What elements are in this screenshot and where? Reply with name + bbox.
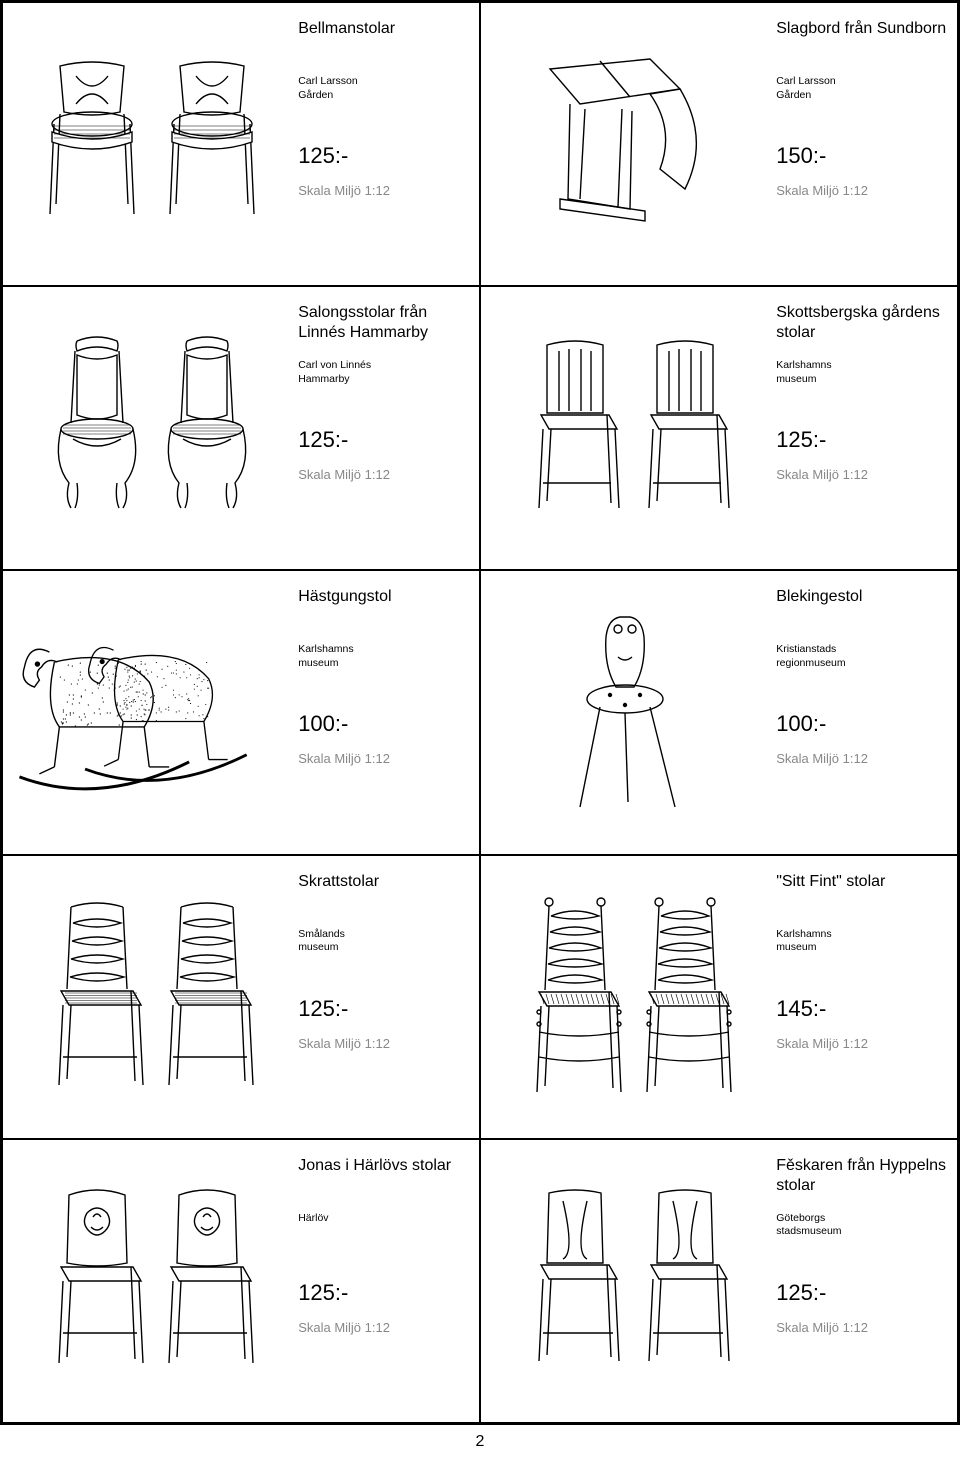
- item-scale: Skala Miljö 1:12: [298, 467, 469, 482]
- item-title: Jonas i Härlövs stolar: [298, 1156, 469, 1198]
- catalog-cell: Blekingestol Kristianstadsregionmuseum 1…: [480, 570, 958, 854]
- item-title: Skrattstolar: [298, 872, 469, 914]
- item-scale: Skala Miljö 1:12: [298, 183, 469, 198]
- catalog-cell: Skottsbergska gårdens stolar Karlshamnsm…: [480, 286, 958, 570]
- item-title: Hästgungstol: [298, 587, 469, 629]
- page-number: 2: [0, 1425, 960, 1455]
- item-price: 125:-: [298, 996, 469, 1022]
- item-scale: Skala Miljö 1:12: [776, 751, 947, 766]
- item-source: Carl von LinnésHammarby: [298, 359, 469, 389]
- item-source: Carl LarssonGården: [776, 75, 947, 105]
- item-illustration: [9, 583, 294, 841]
- item-source: Kristianstadsregionmuseum: [776, 643, 947, 673]
- item-illustration: [9, 299, 294, 557]
- item-illustration: [487, 1152, 772, 1410]
- catalog-cell: Slagbord från Sundborn Carl LarssonGårde…: [480, 2, 958, 286]
- item-scale: Skala Miljö 1:12: [298, 1320, 469, 1335]
- item-price: 125:-: [298, 1280, 469, 1306]
- catalog-cell: Fěskaren från Hyppelns stolar Göteborgss…: [480, 1139, 958, 1423]
- item-source: Carl LarssonGården: [298, 75, 469, 105]
- item-info: Bellmanstolar Carl LarssonGården 125:- S…: [294, 15, 469, 273]
- item-title: Salongsstolar från Linnés Hammarby: [298, 303, 469, 345]
- item-info: Skrattstolar Smålandsmuseum 125:- Skala …: [294, 868, 469, 1126]
- item-source: Härlöv: [298, 1212, 469, 1242]
- item-info: "Sitt Fint" stolar Karlshamnsmuseum 145:…: [772, 868, 947, 1126]
- item-info: Slagbord från Sundborn Carl LarssonGårde…: [772, 15, 947, 273]
- item-source: Karlshamnsmuseum: [776, 359, 947, 389]
- item-source: Göteborgsstadsmuseum: [776, 1212, 947, 1242]
- item-price: 145:-: [776, 996, 947, 1022]
- item-price: 100:-: [776, 711, 947, 737]
- item-title: "Sitt Fint" stolar: [776, 872, 947, 914]
- item-price: 100:-: [298, 711, 469, 737]
- item-title: Slagbord från Sundborn: [776, 19, 947, 61]
- catalog-cell: Salongsstolar från Linnés Hammarby Carl …: [2, 286, 480, 570]
- item-source: Karlshamnsmuseum: [776, 928, 947, 958]
- item-title: Bellmanstolar: [298, 19, 469, 61]
- item-illustration: [487, 868, 772, 1126]
- item-source: Smålandsmuseum: [298, 928, 469, 958]
- catalog-cell: "Sitt Fint" stolar Karlshamnsmuseum 145:…: [480, 855, 958, 1139]
- item-scale: Skala Miljö 1:12: [298, 751, 469, 766]
- item-scale: Skala Miljö 1:12: [776, 1320, 947, 1335]
- item-scale: Skala Miljö 1:12: [776, 1036, 947, 1051]
- item-price: 125:-: [776, 1280, 947, 1306]
- item-info: Salongsstolar från Linnés Hammarby Carl …: [294, 299, 469, 557]
- item-source: Karlshamnsmuseum: [298, 643, 469, 673]
- item-illustration: [9, 868, 294, 1126]
- item-price: 125:-: [776, 427, 947, 453]
- catalog-grid: Bellmanstolar Carl LarssonGården 125:- S…: [0, 0, 960, 1425]
- item-price: 125:-: [298, 427, 469, 453]
- item-illustration: [9, 15, 294, 273]
- catalog-cell: Jonas i Härlövs stolar Härlöv 125:- Skal…: [2, 1139, 480, 1423]
- item-illustration: [9, 1152, 294, 1410]
- item-title: Blekingestol: [776, 587, 947, 629]
- item-info: Skottsbergska gårdens stolar Karlshamnsm…: [772, 299, 947, 557]
- item-info: Jonas i Härlövs stolar Härlöv 125:- Skal…: [294, 1152, 469, 1410]
- item-title: Skottsbergska gårdens stolar: [776, 303, 947, 345]
- item-illustration: [487, 299, 772, 557]
- item-title: Fěskaren från Hyppelns stolar: [776, 1156, 947, 1198]
- item-info: Blekingestol Kristianstadsregionmuseum 1…: [772, 583, 947, 841]
- catalog-cell: Skrattstolar Smålandsmuseum 125:- Skala …: [2, 855, 480, 1139]
- item-info: Hästgungstol Karlshamnsmuseum 100:- Skal…: [294, 583, 469, 841]
- catalog-cell: Bellmanstolar Carl LarssonGården 125:- S…: [2, 2, 480, 286]
- item-scale: Skala Miljö 1:12: [776, 467, 947, 482]
- item-price: 125:-: [298, 143, 469, 169]
- item-illustration: [487, 15, 772, 273]
- item-scale: Skala Miljö 1:12: [298, 1036, 469, 1051]
- item-scale: Skala Miljö 1:12: [776, 183, 947, 198]
- catalog-cell: Hästgungstol Karlshamnsmuseum 100:- Skal…: [2, 570, 480, 854]
- item-price: 150:-: [776, 143, 947, 169]
- item-info: Fěskaren från Hyppelns stolar Göteborgss…: [772, 1152, 947, 1410]
- item-illustration: [487, 583, 772, 841]
